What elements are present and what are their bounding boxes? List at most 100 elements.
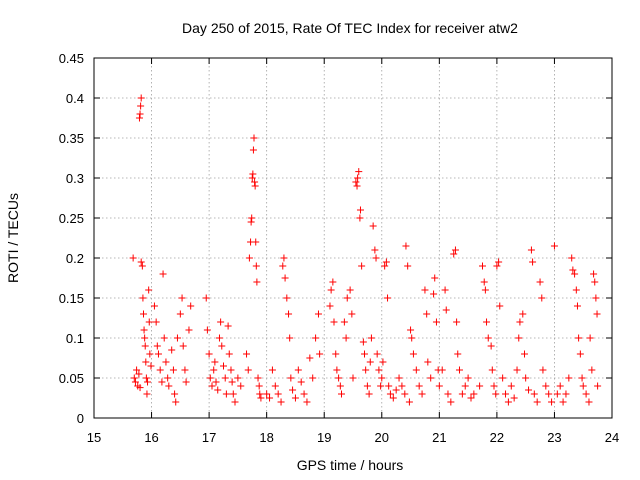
y-tick-label: 0.05 xyxy=(59,371,84,386)
data-point xyxy=(138,262,146,270)
data-point xyxy=(553,390,561,398)
data-point xyxy=(504,398,512,406)
data-point xyxy=(461,382,469,390)
data-point xyxy=(427,374,435,382)
data-point xyxy=(335,374,343,382)
y-tick-labels: 0 0.05 0.1 0.15 0.2 0.25 0.3 0.35 0.4 0.45 xyxy=(59,51,84,426)
data-point xyxy=(375,366,383,374)
data-point xyxy=(525,386,533,394)
data-point xyxy=(249,146,257,154)
data-point xyxy=(431,274,439,282)
data-point xyxy=(464,374,472,382)
data-point xyxy=(181,366,189,374)
data-point xyxy=(386,390,394,398)
data-point xyxy=(237,382,245,390)
data-point xyxy=(142,374,150,382)
data-point xyxy=(476,382,484,390)
data-point xyxy=(467,394,475,402)
data-point xyxy=(573,302,581,310)
data-point xyxy=(519,310,527,318)
data-point xyxy=(432,318,440,326)
data-point xyxy=(221,374,229,382)
data-point xyxy=(444,390,452,398)
data-point xyxy=(575,334,583,342)
x-tick-label: 15 xyxy=(87,430,101,445)
data-point xyxy=(234,374,242,382)
x-tick-label: 16 xyxy=(144,430,158,445)
data-point xyxy=(377,382,385,390)
data-point xyxy=(352,178,360,186)
data-point xyxy=(484,334,492,342)
y-tick-label: 0.2 xyxy=(66,251,84,266)
data-point xyxy=(559,398,567,406)
y-tick-label: 0.15 xyxy=(59,291,84,306)
data-point xyxy=(212,378,220,386)
data-point xyxy=(588,366,596,374)
data-point xyxy=(516,318,524,326)
data-point xyxy=(562,390,570,398)
data-point xyxy=(585,398,593,406)
data-point xyxy=(521,350,529,358)
data-point xyxy=(568,254,576,262)
data-point xyxy=(423,310,431,318)
data-point xyxy=(490,382,498,390)
data-point xyxy=(140,326,148,334)
data-point xyxy=(421,286,429,294)
data-point xyxy=(576,350,584,358)
data-point xyxy=(274,390,282,398)
data-point xyxy=(187,302,195,310)
data-point xyxy=(536,278,544,286)
data-point xyxy=(169,366,177,374)
data-point xyxy=(247,218,255,226)
data-point xyxy=(249,170,257,178)
data-point xyxy=(356,206,364,214)
data-point xyxy=(137,258,145,266)
data-point xyxy=(354,174,362,182)
y-axis-title: ROTI / TECUs xyxy=(5,193,21,283)
data-point xyxy=(515,334,523,342)
data-point xyxy=(253,278,261,286)
data-point xyxy=(164,374,172,382)
x-tick-label: 24 xyxy=(605,430,619,445)
data-point xyxy=(481,286,489,294)
x-tick-labels: 15 16 17 18 19 20 21 22 23 24 xyxy=(87,430,619,445)
data-point xyxy=(137,102,145,110)
data-point xyxy=(220,362,227,370)
data-point xyxy=(578,374,586,382)
y-tick-label: 0 xyxy=(77,411,84,426)
data-point xyxy=(248,174,256,182)
data-point xyxy=(592,294,600,302)
data-point xyxy=(545,390,553,398)
data-point xyxy=(356,214,364,222)
data-point xyxy=(483,318,491,326)
data-point xyxy=(348,310,356,318)
data-point xyxy=(379,358,387,366)
data-point xyxy=(550,242,558,250)
data-point xyxy=(408,334,416,342)
data-point xyxy=(291,394,299,402)
data-point xyxy=(409,350,417,358)
data-point xyxy=(205,350,213,358)
data-point xyxy=(248,214,256,222)
data-point xyxy=(556,382,564,390)
data-point xyxy=(309,374,317,382)
data-point xyxy=(572,286,580,294)
data-point xyxy=(454,350,462,358)
data-point xyxy=(548,398,556,406)
data-point xyxy=(346,286,354,294)
data-point xyxy=(303,398,311,406)
data-point xyxy=(593,310,601,318)
data-point xyxy=(529,258,537,266)
data-point xyxy=(159,270,167,278)
data-point xyxy=(254,374,262,382)
data-point xyxy=(252,238,260,246)
y-tick-label: 0.4 xyxy=(66,91,84,106)
data-point xyxy=(268,366,276,374)
data-point xyxy=(530,390,538,398)
data-point xyxy=(378,374,386,382)
data-point xyxy=(206,374,214,382)
data-point xyxy=(513,366,521,374)
data-point xyxy=(255,382,263,390)
data-point xyxy=(455,366,463,374)
data-point xyxy=(229,390,237,398)
